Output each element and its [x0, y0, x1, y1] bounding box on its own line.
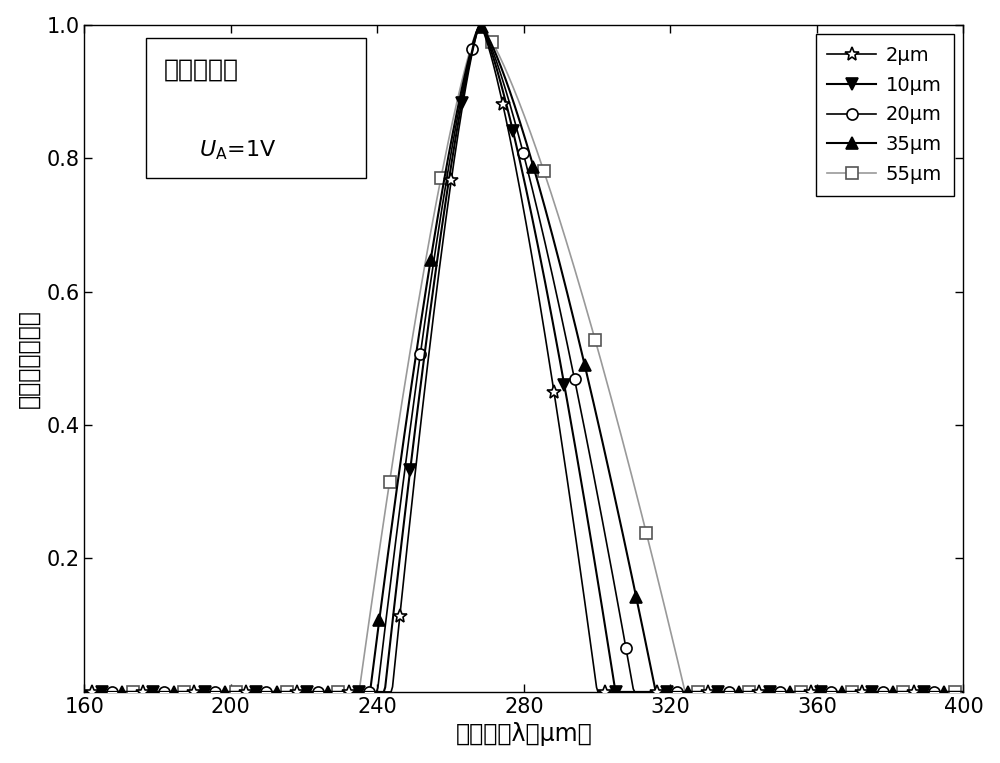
55μm — [667, 636, 679, 645]
Line: 55μm: 55μm — [79, 20, 969, 697]
55μm — [78, 687, 90, 697]
35μm — [742, 687, 754, 697]
20μm — [598, 524, 610, 533]
20μm — [742, 687, 754, 697]
Text: 正电极偏压: 正电极偏压 — [163, 58, 238, 82]
2μm — [304, 687, 316, 697]
FancyBboxPatch shape — [146, 38, 366, 178]
2μm — [234, 687, 246, 697]
10μm — [478, 26, 490, 35]
35μm — [667, 687, 679, 697]
Legend: 2μm, 10μm, 20μm, 35μm, 55μm: 2μm, 10μm, 20μm, 35μm, 55μm — [816, 34, 954, 195]
10μm — [78, 687, 90, 697]
2μm — [475, 21, 487, 30]
2μm — [478, 27, 490, 37]
Text: $U_{\mathrm{A}}$=1V: $U_{\mathrm{A}}$=1V — [199, 138, 276, 162]
55μm — [304, 687, 316, 697]
20μm — [475, 21, 487, 30]
Y-axis label: 归一化光谱响应: 归一化光谱响应 — [17, 309, 41, 407]
35μm — [598, 443, 610, 452]
20μm — [78, 687, 90, 697]
55μm — [234, 687, 246, 697]
10μm — [475, 21, 487, 30]
10μm — [667, 687, 679, 697]
Line: 20μm: 20μm — [79, 20, 969, 697]
35μm — [304, 687, 316, 697]
35μm — [475, 21, 487, 30]
Text: $U_{\mathrm{A}}$=1V: $U_{\mathrm{A}}$=1V — [199, 138, 276, 162]
X-axis label: 入射波长λ（μm）: 入射波长λ（μm） — [456, 723, 592, 746]
35μm — [478, 24, 490, 34]
10μm — [234, 687, 246, 697]
35μm — [234, 687, 246, 697]
10μm — [304, 687, 316, 697]
Line: 10μm: 10μm — [79, 20, 969, 697]
10μm — [742, 687, 754, 697]
55μm — [598, 367, 610, 376]
Text: 正电极偏压: 正电极偏压 — [163, 58, 238, 82]
2μm — [78, 687, 90, 697]
20μm — [667, 687, 679, 697]
55μm — [478, 24, 490, 33]
2μm — [667, 687, 679, 697]
Line: 35μm: 35μm — [79, 20, 969, 697]
10μm — [957, 687, 969, 697]
35μm — [78, 687, 90, 697]
20μm — [234, 687, 246, 697]
Line: 2μm: 2μm — [77, 18, 970, 699]
55μm — [957, 687, 969, 697]
55μm — [475, 21, 487, 30]
35μm — [957, 687, 969, 697]
10μm — [598, 614, 610, 623]
2μm — [957, 687, 969, 697]
2μm — [742, 687, 754, 697]
55μm — [742, 687, 754, 697]
20μm — [304, 687, 316, 697]
2μm — [598, 687, 610, 697]
20μm — [478, 25, 490, 34]
20μm — [957, 687, 969, 697]
